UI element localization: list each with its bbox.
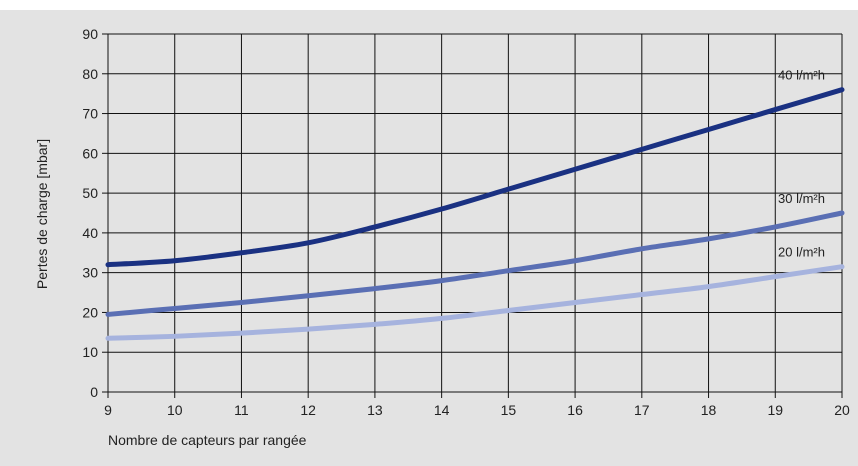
y-tick-label: 20 xyxy=(82,304,98,320)
grid xyxy=(107,33,843,393)
axes: 9 10 11 12 13 14 15 16 17 18 19 20 0 10 20 30 40 50 60 70 80… xyxy=(82,26,850,418)
y-tick-label: 10 xyxy=(82,344,98,360)
y-tick-label: 40 xyxy=(82,225,98,241)
x-tick-label: 12 xyxy=(300,402,316,418)
x-tick-label: 13 xyxy=(367,402,383,418)
x-tick-label: 11 xyxy=(234,402,249,418)
series-label-30: 30 l/m²h xyxy=(778,191,825,206)
x-tick-label: 16 xyxy=(567,402,583,418)
x-tick-label: 14 xyxy=(434,402,450,418)
x-tick-label: 15 xyxy=(501,402,517,418)
y-axis-title: Pertes de charge [mbar] xyxy=(34,139,50,289)
y-tick-label: 30 xyxy=(82,265,98,281)
x-tick-label: 9 xyxy=(104,402,112,418)
y-tick-label: 80 xyxy=(82,66,98,82)
chart-background xyxy=(0,10,858,466)
y-tick-label: 90 xyxy=(82,26,98,42)
y-tick-label: 50 xyxy=(82,185,98,201)
x-axis-title: Nombre de capteurs par rangée xyxy=(108,432,307,448)
x-tick-label: 17 xyxy=(634,402,650,418)
series-line-40 xyxy=(105,87,845,268)
y-tick-label: 0 xyxy=(90,384,98,400)
series-label-40: 40 l/m²h xyxy=(778,68,825,83)
y-tick-label: 60 xyxy=(82,145,98,161)
x-tick-label: 20 xyxy=(834,402,850,418)
y-tick-label: 70 xyxy=(82,106,98,122)
x-tick-label: 10 xyxy=(167,402,183,418)
series-line-20 xyxy=(105,264,845,341)
x-tick-label: 18 xyxy=(701,402,717,418)
series-line-30 xyxy=(105,210,845,317)
series-label-20: 20 l/m²h xyxy=(778,245,825,260)
labels-layer: 40 l/m²h 30 l/m²h 20 l/m²h xyxy=(778,68,825,260)
x-tick-label: 19 xyxy=(767,402,783,418)
series-layer xyxy=(105,87,845,341)
